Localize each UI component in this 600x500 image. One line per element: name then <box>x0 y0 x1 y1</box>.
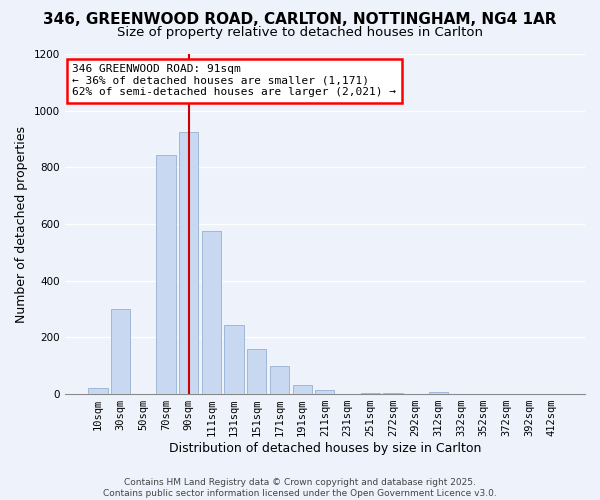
Bar <box>224 324 244 394</box>
Bar <box>315 390 334 394</box>
Text: 346, GREENWOOD ROAD, CARLTON, NOTTINGHAM, NG4 1AR: 346, GREENWOOD ROAD, CARLTON, NOTTINGHAM… <box>43 12 557 28</box>
Bar <box>270 366 289 394</box>
Bar <box>361 392 380 394</box>
Text: Contains HM Land Registry data © Crown copyright and database right 2025.
Contai: Contains HM Land Registry data © Crown c… <box>103 478 497 498</box>
Bar <box>428 392 448 394</box>
X-axis label: Distribution of detached houses by size in Carlton: Distribution of detached houses by size … <box>169 442 481 455</box>
Bar <box>202 231 221 394</box>
Text: 346 GREENWOOD ROAD: 91sqm
← 36% of detached houses are smaller (1,171)
62% of se: 346 GREENWOOD ROAD: 91sqm ← 36% of detac… <box>73 64 397 98</box>
Bar <box>179 132 199 394</box>
Bar <box>247 348 266 394</box>
Bar <box>293 384 312 394</box>
Bar <box>111 309 130 394</box>
Bar <box>383 392 403 394</box>
Y-axis label: Number of detached properties: Number of detached properties <box>15 126 28 322</box>
Text: Size of property relative to detached houses in Carlton: Size of property relative to detached ho… <box>117 26 483 39</box>
Bar <box>157 154 176 394</box>
Bar <box>88 388 107 394</box>
